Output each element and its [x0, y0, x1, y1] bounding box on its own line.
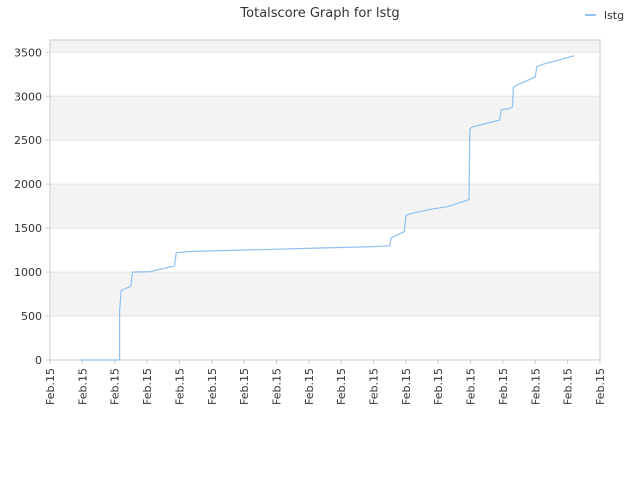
y-tick-label: 1500 [14, 222, 42, 235]
x-tick-label: Feb.15 [44, 368, 57, 405]
plot-area-border [49, 39, 601, 361]
x-tick-label: Feb.15 [238, 368, 251, 405]
x-tick-label: Feb.15 [335, 368, 348, 405]
plot-band [50, 272, 600, 317]
x-tick-label: Feb.15 [432, 368, 445, 405]
x-axis: Feb.15 Feb.15 Feb.15 Feb.15 Feb.15 Feb.15 Feb.… [44, 360, 607, 405]
series-line-lstg [79, 55, 575, 361]
x-tick-label: Feb.15 [400, 368, 413, 405]
y-tick-label: 2500 [14, 134, 42, 147]
series-lstg [79, 55, 575, 361]
x-tick-label: Feb.15 [594, 368, 607, 405]
plot-band [50, 184, 600, 229]
y-tick-label: 3000 [14, 90, 42, 103]
y-tick-label: 0 [35, 354, 42, 367]
x-tick-label: Feb.15 [368, 368, 381, 405]
x-tick-label: Feb.15 [173, 368, 186, 405]
plot-band [50, 40, 600, 53]
x-tick-label: Feb.15 [562, 368, 575, 405]
plot-band [50, 96, 600, 141]
x-tick-label: Feb.15 [529, 368, 542, 405]
x-tick-label: Feb.15 [141, 368, 154, 405]
legend-label-lstg: lstg [604, 9, 624, 22]
legend[interactable]: lstg [585, 9, 624, 22]
y-axis: 0 500 1000 1500 2000 2500 3000 3500 [14, 46, 50, 367]
x-tick-label: Feb.15 [109, 368, 122, 405]
x-tick-label: Feb.15 [270, 368, 283, 405]
y-tick-label: 3500 [14, 46, 42, 59]
y-tick-label: 2000 [14, 178, 42, 191]
x-tick-label: Feb.15 [76, 368, 89, 405]
x-tick-label: Feb.15 [303, 368, 316, 405]
x-tick-label: Feb.15 [465, 368, 478, 405]
plot-bands [50, 40, 600, 317]
y-tick-label: 500 [21, 310, 42, 323]
x-tick-label: Feb.15 [497, 368, 510, 405]
chart-title: Totalscore Graph for lstg [239, 6, 399, 21]
x-tick-label: Feb.15 [206, 368, 219, 405]
y-tick-label: 1000 [14, 266, 42, 279]
